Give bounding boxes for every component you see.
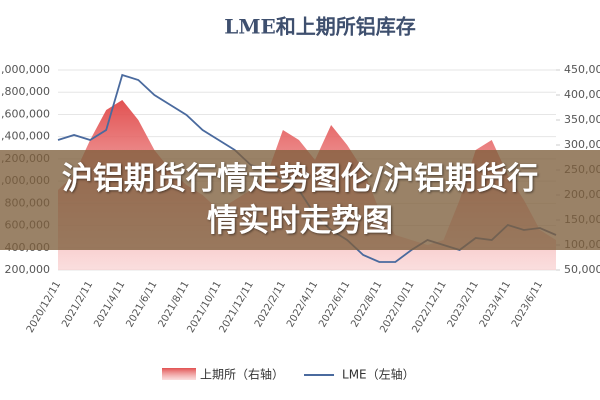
y-tick-label: 1,400,000	[0, 130, 50, 143]
x-tick-label: 2020/12/11	[25, 280, 63, 335]
legend-label: LME（左轴）	[342, 367, 415, 382]
x-tick-label: 2021/2/11	[60, 280, 95, 330]
y2-tick-label: 350,000	[564, 113, 600, 126]
x-tick-label: 2022/2/11	[253, 280, 288, 330]
x-tick-label: 2022/4/11	[285, 280, 320, 330]
x-tick-label: 2021/8/11	[157, 280, 192, 330]
x-tick-label: 2022/8/11	[349, 280, 384, 330]
x-tick-label: 2021/10/11	[185, 280, 223, 335]
x-tick-label: 2023/2/11	[446, 280, 481, 330]
x-tick-label: 2021/12/11	[218, 280, 256, 335]
y-tick-label: 2,000,000	[0, 63, 50, 76]
x-tick-label: 2023/6/11	[510, 280, 545, 330]
legend-swatch	[162, 368, 196, 380]
y-tick-label: 1,600,000	[0, 107, 50, 120]
legend-label: 上期所（右轴）	[200, 367, 284, 382]
banner: 沪铝期货行情走势图伦/沪铝期货行情实时走势图	[0, 150, 600, 250]
y2-tick-label: 450,000	[564, 63, 600, 76]
y-tick-label: 200,000	[5, 263, 51, 276]
y2-tick-label: 50,000	[564, 263, 600, 276]
x-tick-label: 2023/4/11	[478, 280, 513, 330]
x-tick-label: 2022/10/11	[378, 280, 416, 335]
banner-text: 沪铝期货行情走势图伦/沪铝期货行情实时走势图	[61, 161, 539, 239]
x-tick-label: 2021/6/11	[124, 280, 159, 330]
x-tick-label: 2022/12/11	[410, 280, 448, 335]
y-tick-label: 1,800,000	[0, 85, 50, 98]
x-tick-label: 2022/6/11	[317, 280, 352, 330]
x-tick-label: 2021/4/11	[92, 280, 127, 330]
chart-title: LME和上期所铝库存	[224, 15, 415, 39]
y2-tick-label: 400,000	[564, 88, 600, 101]
y2-tick-label: 300,000	[564, 138, 600, 151]
